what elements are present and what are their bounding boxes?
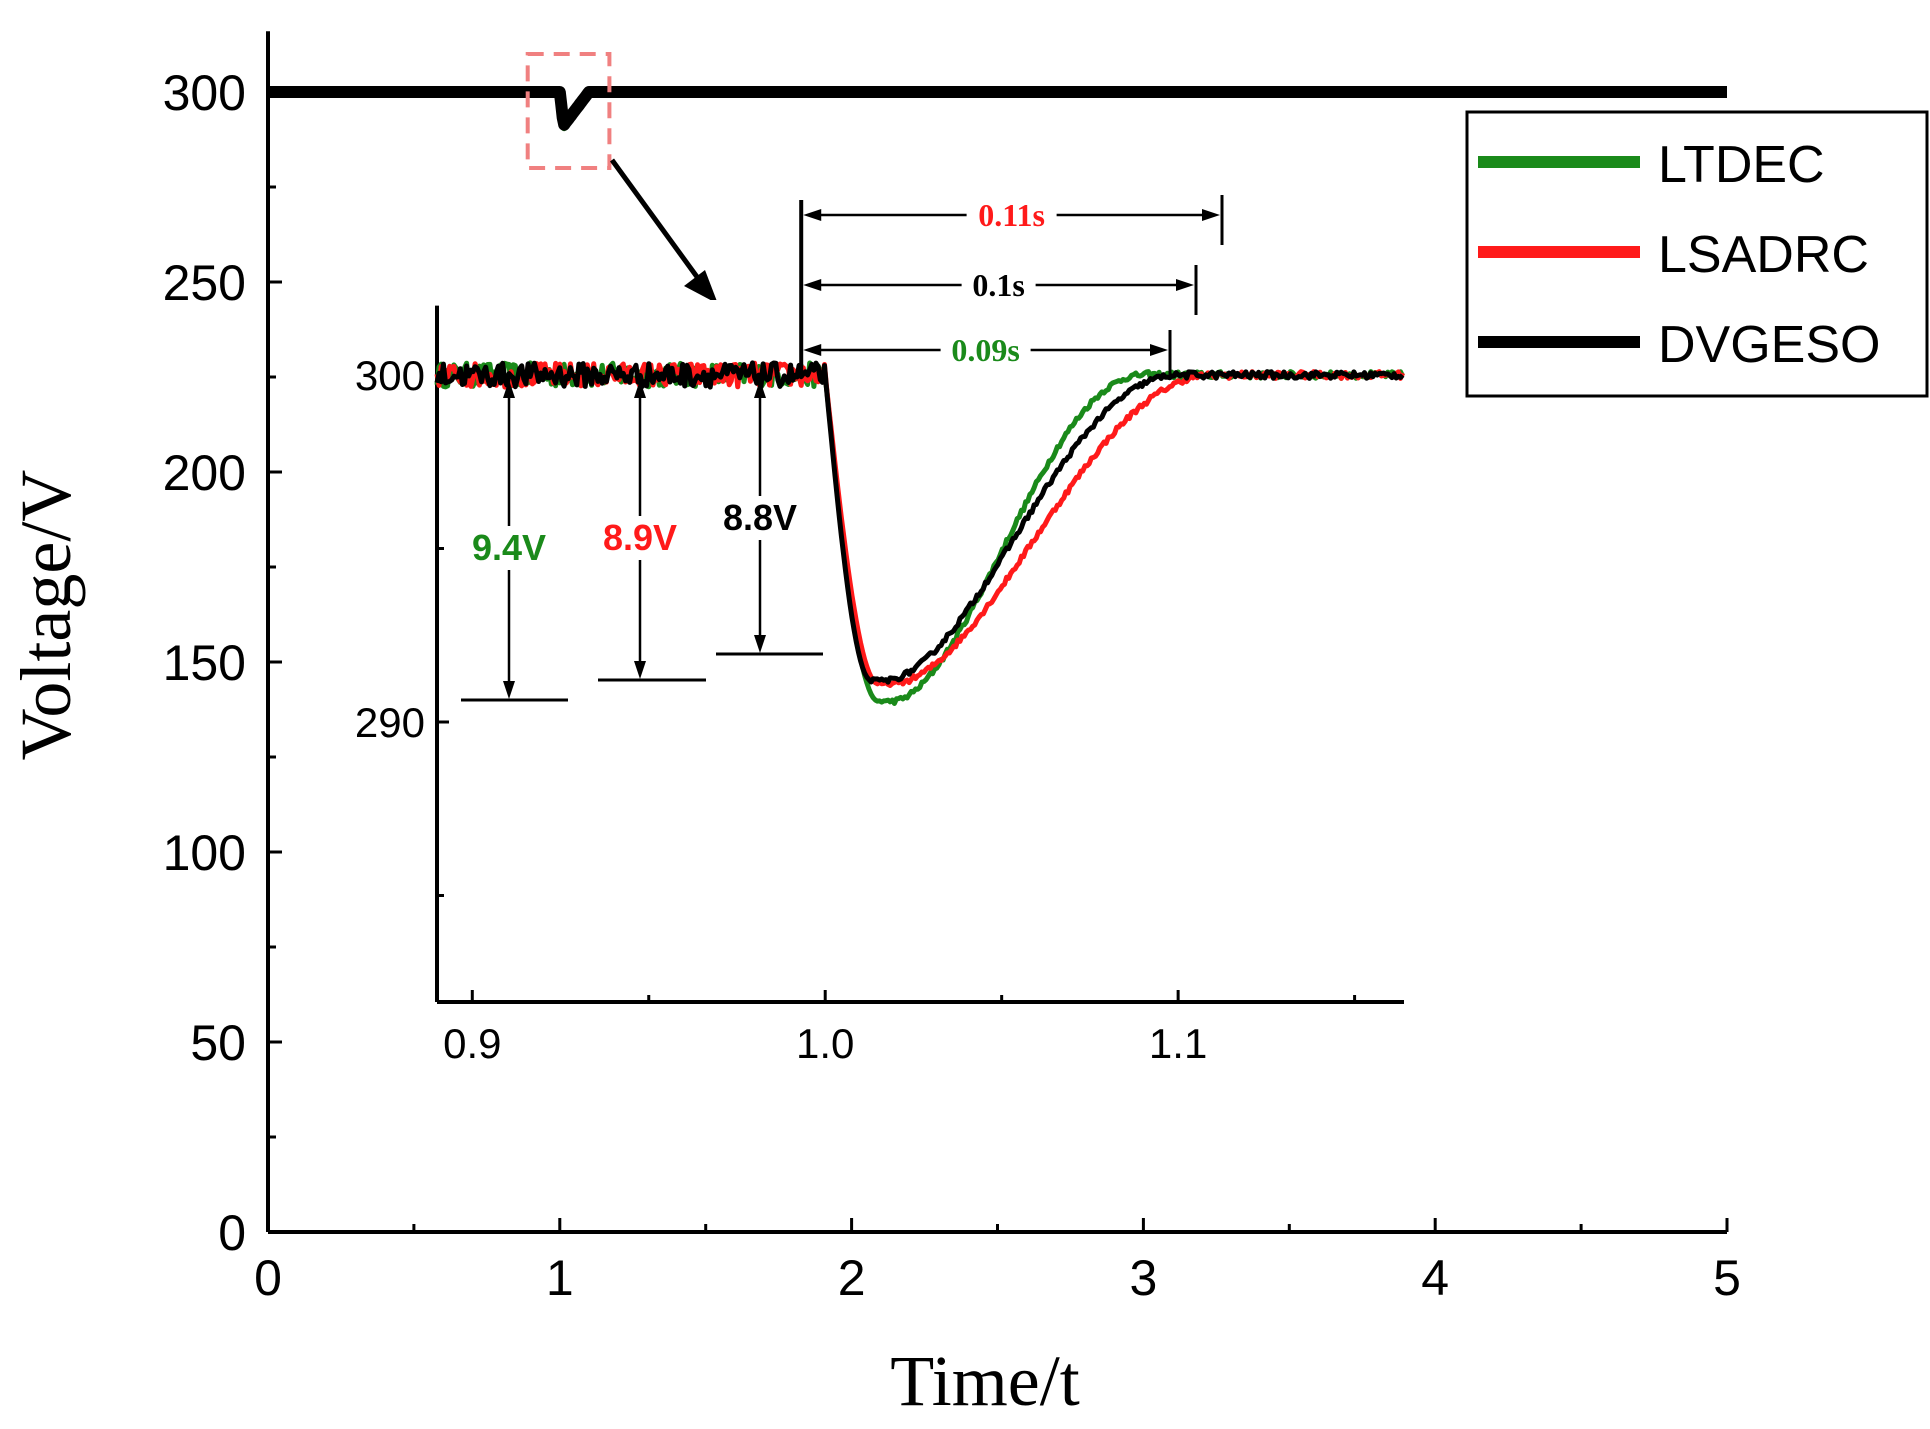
inset-x-tick-label: 0.9	[443, 1020, 501, 1067]
drop-annotation-label: 8.9V	[603, 517, 677, 558]
drop-arrow-head-bottom	[634, 661, 646, 679]
x-tick-label: 2	[838, 1250, 866, 1306]
y-tick-label: 0	[218, 1205, 246, 1261]
time-arrow-head-left	[803, 279, 822, 291]
inset-series-dvgeso	[434, 360, 1405, 685]
y-tick-label: 300	[163, 65, 246, 121]
inset-series-lsadrc	[434, 360, 1405, 688]
zoom-arrow-head	[684, 270, 718, 304]
y-tick-label: 50	[190, 1015, 246, 1071]
y-tick-label: 150	[163, 635, 246, 691]
inset-y-tick-label: 290	[355, 699, 425, 746]
drop-label-bg	[591, 516, 689, 560]
time-arrow-head-left	[803, 209, 822, 221]
inset-x-tick-label: 1.1	[1149, 1020, 1207, 1067]
drop-annotation-label: 8.8V	[723, 497, 797, 538]
time-arrow-head-right	[1202, 209, 1220, 221]
time-annotation-label: 0.11s	[978, 197, 1045, 233]
legend-label-dvgeso: DVGESO	[1658, 316, 1881, 374]
legend-label-ltdec: LTDEC	[1658, 136, 1825, 194]
y-tick-label: 200	[163, 445, 246, 501]
drop-arrow-head-top	[634, 380, 646, 398]
zoom-arrow-shaft	[609, 158, 703, 283]
time-label-bg	[966, 193, 1057, 231]
time-arrow-head-left	[803, 344, 822, 356]
time-annotation-label: 0.1s	[972, 267, 1024, 303]
x-tick-label: 3	[1129, 1250, 1157, 1306]
x-tick-label: 0	[254, 1250, 282, 1306]
inset-y-tick-label: 300	[355, 352, 425, 399]
drop-label-bg	[460, 526, 558, 570]
drop-arrow-head-bottom	[503, 681, 515, 699]
time-arrow-head-right	[1176, 279, 1194, 291]
y-axis-title: Voltage/V	[6, 470, 86, 761]
time-label-bg	[940, 328, 1031, 366]
zoom-marker	[525, 52, 718, 304]
drop-arrow-head-top	[503, 380, 515, 398]
time-arrow-head-right	[1150, 344, 1168, 356]
x-axis-title: Time/t	[890, 1341, 1079, 1421]
y-tick-label: 100	[163, 825, 246, 881]
x-tick-label: 4	[1421, 1250, 1449, 1306]
y-tick-label: 250	[163, 255, 246, 311]
zoom-region-box	[525, 52, 612, 170]
drop-label-bg	[711, 496, 809, 540]
inset-plot: 0.9 1.0 1.1 290 300 0.11s 0.1s 0.09s 9.4V 8.9V 8.8…	[355, 193, 1405, 1067]
inset-background	[437, 300, 1404, 1002]
time-annotation-label: 0.09s	[951, 332, 1019, 368]
drop-annotation-label: 9.4V	[472, 527, 546, 568]
time-label-bg	[961, 263, 1036, 301]
inset-x-tick-label: 1.0	[796, 1020, 854, 1067]
legend-label-lsadrc: LSADRC	[1658, 226, 1869, 284]
x-tick-label: 5	[1713, 1250, 1741, 1306]
main-series-dvgeso	[263, 86, 1732, 131]
drop-arrow-head-top	[754, 380, 766, 398]
x-tick-label: 1	[546, 1250, 574, 1306]
legend: LTDEC LSADRC DVGESO	[1465, 110, 1929, 398]
drop-arrow-head-bottom	[754, 635, 766, 653]
